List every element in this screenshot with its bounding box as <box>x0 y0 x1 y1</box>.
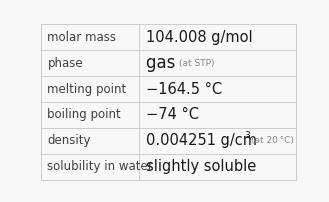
Text: melting point: melting point <box>47 83 127 96</box>
Text: 0.004251 g/cm: 0.004251 g/cm <box>146 133 257 148</box>
Text: gas: gas <box>146 54 186 72</box>
Text: slightly soluble: slightly soluble <box>146 159 256 174</box>
Text: boiling point: boiling point <box>47 108 121 121</box>
Text: density: density <box>47 134 91 147</box>
Text: phase: phase <box>47 57 83 70</box>
Text: −164.5 °C: −164.5 °C <box>146 82 222 97</box>
Text: (at 20 °C): (at 20 °C) <box>251 136 294 145</box>
Text: molar mass: molar mass <box>47 31 116 44</box>
Text: 3: 3 <box>244 131 250 140</box>
Text: −74 °C: −74 °C <box>146 107 199 122</box>
Text: solubility in water: solubility in water <box>47 160 153 173</box>
Text: (at STP): (at STP) <box>179 59 214 68</box>
Text: 104.008 g/mol: 104.008 g/mol <box>146 30 252 45</box>
